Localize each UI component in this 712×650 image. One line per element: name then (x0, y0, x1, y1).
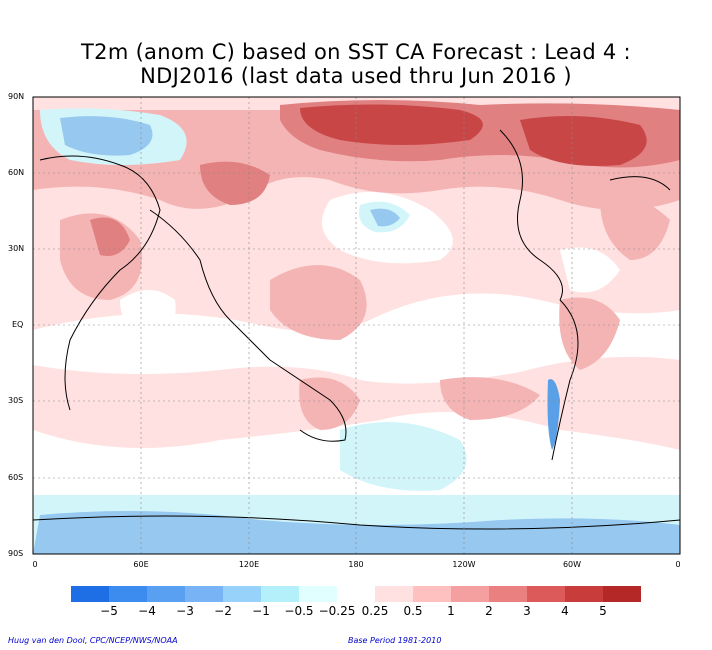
colorbar-swatch (413, 586, 451, 602)
cold-area-south-pacific (340, 422, 467, 491)
cold-core-antarctica (33, 511, 680, 554)
colorbar-swatch (337, 586, 375, 602)
colorbar-swatch (185, 586, 223, 602)
cold-core-pacific (370, 208, 400, 227)
colorbar-label: 1 (447, 604, 455, 618)
lon-label-60w: 60W (562, 560, 582, 569)
lat-label-60s: 60S (8, 473, 24, 482)
credit-text: Huug van den Dool, CPC/NCEP/NWS/NOAA (8, 636, 178, 645)
colorbar-label: −4 (138, 604, 156, 618)
colorbar-swatch (603, 586, 641, 602)
warm-area-west-pacific (270, 265, 367, 340)
warm-peak-arctic (520, 116, 647, 166)
cold-core-scandinavia (60, 116, 153, 156)
lon-label-120w: 120W (452, 560, 476, 569)
lat-label-30s: 30S (8, 396, 24, 405)
colorbar-swatch (261, 586, 299, 602)
colorbar-swatch (527, 586, 565, 602)
warm-area-south-america (559, 297, 620, 370)
colorbar-swatch (375, 586, 413, 602)
colorbar-swatch (147, 586, 185, 602)
colorbar-label: −3 (176, 604, 194, 618)
colorbar-swatch (565, 586, 603, 602)
colorbar-label: −5 (100, 604, 118, 618)
colorbar-swatch (223, 586, 261, 602)
colorbar-label: −0.25 (318, 604, 356, 618)
lat-label-60n: 60N (8, 168, 25, 177)
lon-label-0: 0 (32, 560, 38, 569)
lat-label-30n: 30N (8, 244, 25, 253)
colorbar-label: 2 (485, 604, 493, 618)
lat-label-90s: 90S (8, 549, 24, 558)
colorbar-swatch (299, 586, 337, 602)
colorbar-swatch (71, 586, 109, 602)
colorbar-label: −1 (252, 604, 270, 618)
map-frame (32, 96, 681, 555)
warm-area-east-pacific (440, 377, 540, 420)
neutral-area-africa (120, 290, 176, 340)
colorbar-label: −0.5 (284, 604, 314, 618)
colorbar-swatch (109, 586, 147, 602)
warm-core-middle-east (90, 217, 130, 256)
map-title-line-1: T2m (anom C) based on SST CA Forecast : … (81, 40, 631, 64)
warm-area-australia (299, 377, 360, 430)
lat-label-eq: EQ (12, 320, 24, 329)
lon-label-120e: 120E (238, 560, 260, 569)
neutral-band-tropics (33, 293, 680, 384)
lon-label-0-east: 0 (675, 560, 681, 569)
warm-core-central-asia (200, 161, 270, 205)
colorbar-swatch (489, 586, 527, 602)
colorbar-label: 3 (523, 604, 531, 618)
cold-core-andes (547, 379, 560, 450)
colorbar-label: −2 (214, 604, 232, 618)
lon-label-180: 180 (348, 560, 364, 569)
lon-label-60e: 60E (133, 560, 149, 569)
colorbar-label: 0.25 (361, 604, 389, 618)
warm-peak-siberia (300, 104, 483, 145)
colorbar-label: 5 (599, 604, 607, 618)
map-title-line-2: NDJ2016 (last data used thru Jun 2016 ) (140, 64, 572, 88)
neutral-area-atlantic (560, 247, 620, 293)
colorbar-label: 4 (561, 604, 569, 618)
lat-label-90n: 90N (8, 92, 25, 101)
base-period-text: Base Period 1981-2010 (348, 636, 442, 645)
coastlines (33, 129, 680, 530)
colorbar-label: 0.5 (403, 604, 423, 618)
colorbar (71, 586, 641, 602)
colorbar-swatch (451, 586, 489, 602)
graticule (33, 97, 680, 554)
warm-area-north-atlantic (600, 197, 670, 260)
